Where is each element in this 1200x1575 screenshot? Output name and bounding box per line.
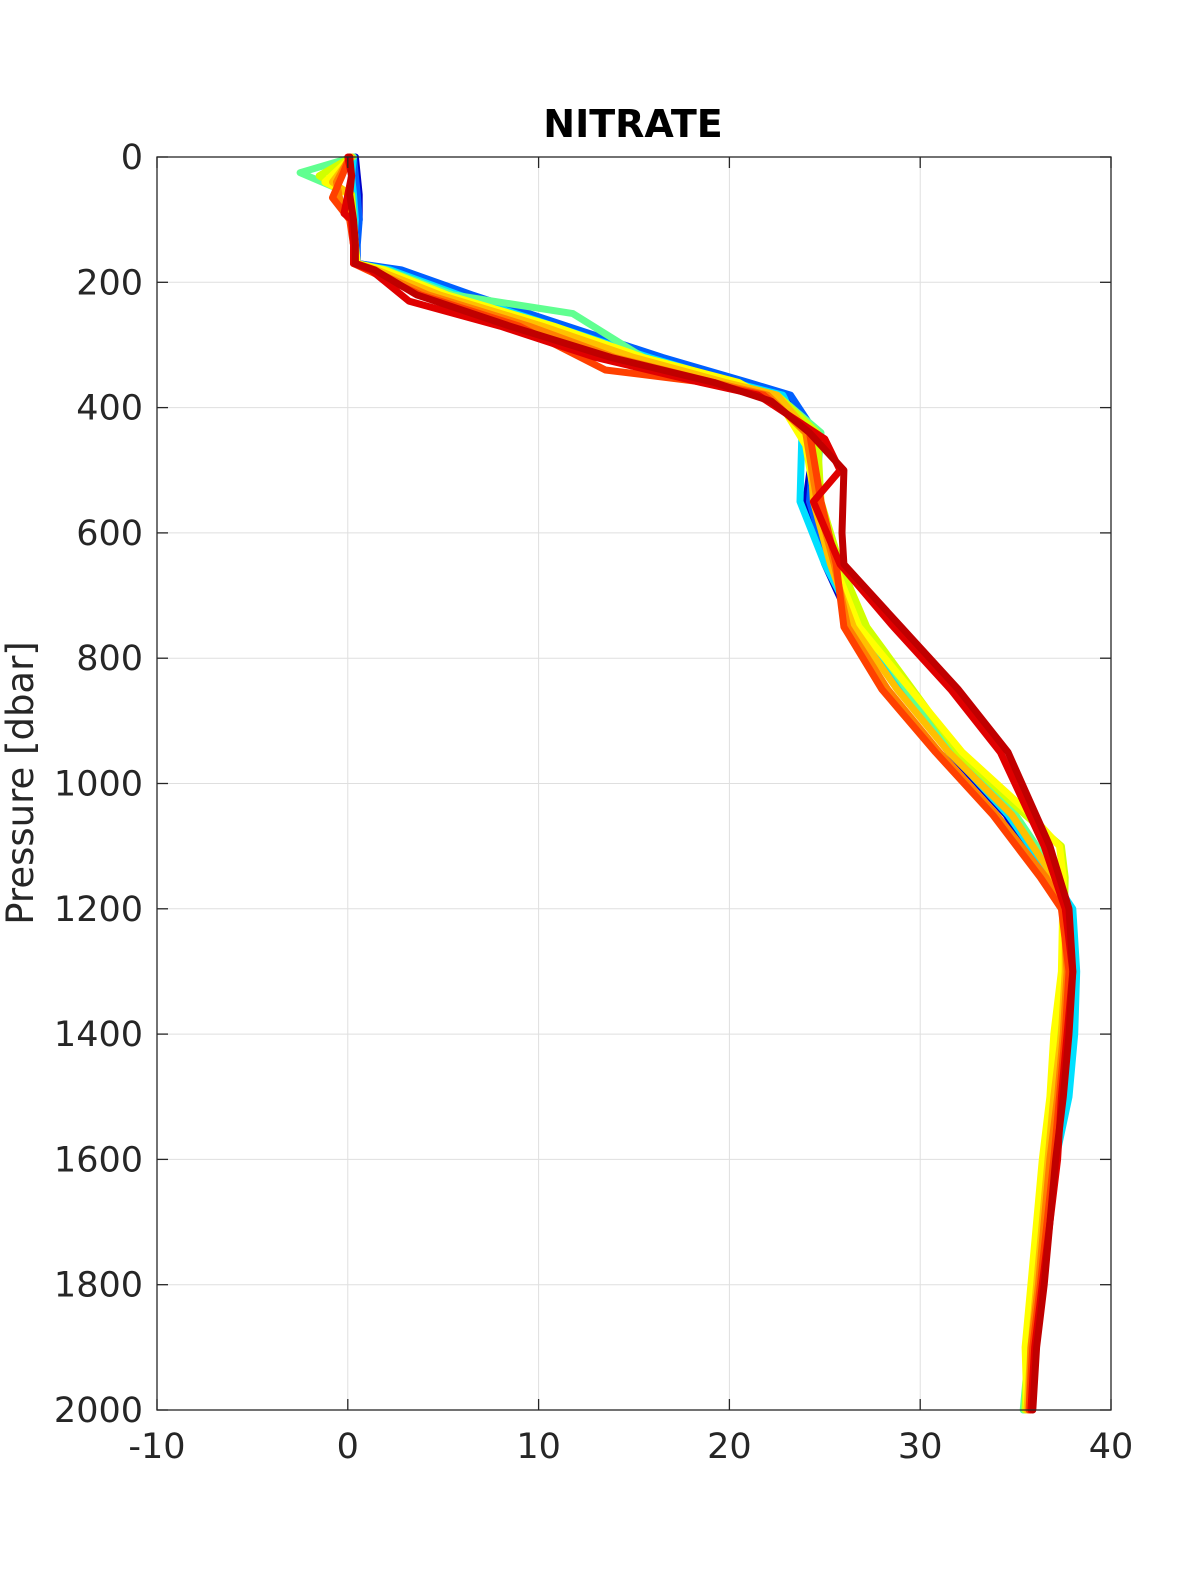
profile-lines: [296, 153, 1081, 1414]
x-tick-label: 10: [516, 1427, 561, 1467]
x-tick-label: 20: [707, 1427, 752, 1467]
y-tick-label: 1600: [54, 1140, 143, 1180]
x-tick-label: -10: [128, 1427, 185, 1467]
y-axis-ticks: 0 200 400 600 800 1000 1200 1400 1600 1800 2000: [54, 138, 1111, 1431]
chart-title: NITRATE: [543, 102, 722, 146]
y-tick-label: 1800: [54, 1266, 143, 1306]
x-tick-label: 40: [1089, 1427, 1134, 1467]
x-tick-label: 30: [898, 1427, 943, 1467]
x-tick-label: 0: [337, 1427, 359, 1467]
y-tick-label: 1000: [54, 765, 143, 805]
y-tick-label: 200: [76, 263, 143, 303]
y-tick-label: 800: [76, 639, 143, 679]
grid: [157, 157, 1111, 1410]
x-axis-ticks: -10 0 10 20 30 40: [128, 157, 1133, 1467]
y-tick-label: 400: [76, 389, 143, 429]
y-tick-label: 1200: [54, 890, 143, 930]
y-tick-label: 600: [76, 514, 143, 554]
y-tick-label: 0: [121, 138, 143, 178]
y-tick-label: 1400: [54, 1015, 143, 1055]
y-tick-label: 2000: [54, 1391, 143, 1431]
y-axis-label: Pressure [dbar]: [0, 641, 42, 924]
profile-line-11: [346, 153, 1077, 1414]
